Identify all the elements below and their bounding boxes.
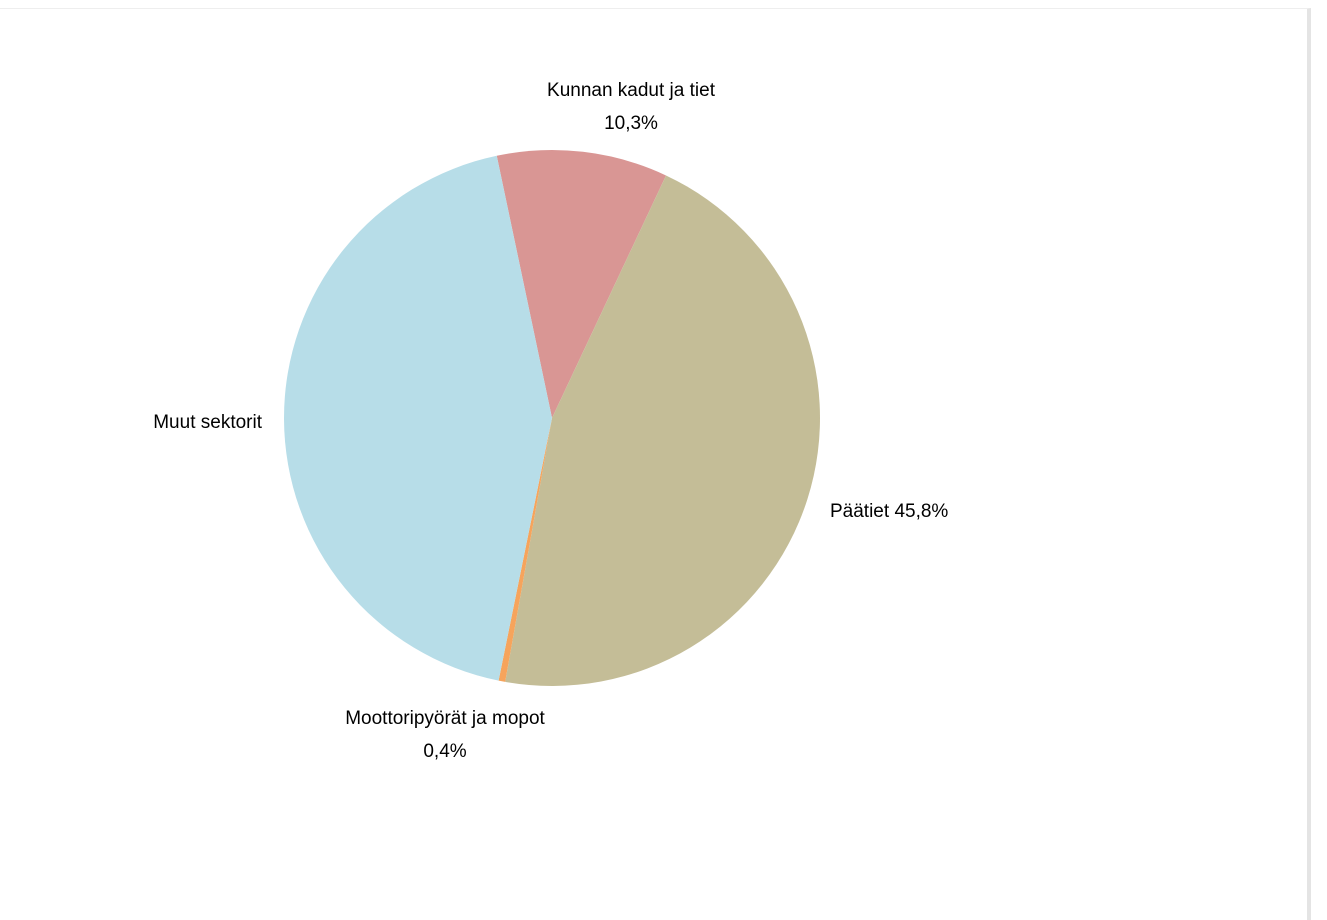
data-label: Muut sektorit bbox=[62, 406, 262, 439]
value-label: 0,4% bbox=[423, 741, 467, 762]
pie-slice bbox=[505, 175, 820, 686]
pie-slice bbox=[284, 155, 552, 681]
pie-slice bbox=[496, 150, 667, 418]
data-label: Moottoripyörät ja mopot 0,4% bbox=[330, 702, 560, 768]
data-label: Päätiet 45,8% bbox=[830, 495, 1130, 528]
value-label: 45,8% bbox=[894, 501, 949, 522]
chart-frame bbox=[0, 8, 1311, 920]
data-label: Kunnan kadut ja tiet 10,3% bbox=[481, 74, 781, 140]
category-label: Kunnan kadut ja tiet bbox=[547, 80, 715, 101]
category-label: Muut sektorit bbox=[153, 412, 262, 433]
category-label: Päätiet bbox=[830, 501, 890, 522]
category-label: Moottoripyörät ja mopot bbox=[345, 708, 545, 729]
pie-slice bbox=[498, 418, 552, 682]
value-label: 10,3% bbox=[604, 113, 658, 134]
